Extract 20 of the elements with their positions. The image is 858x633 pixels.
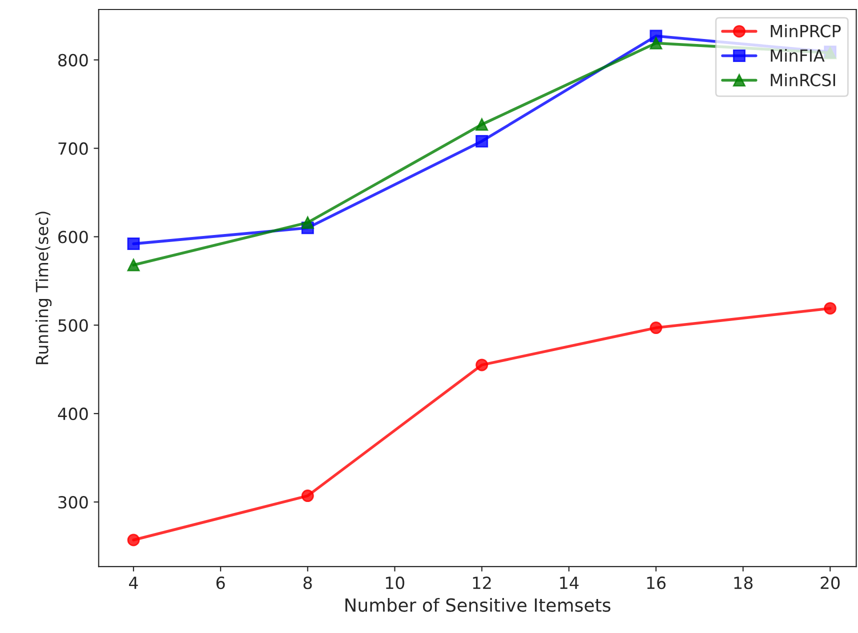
y-axis-title: Running Time(sec) xyxy=(35,212,52,364)
x-tick-label: 18 xyxy=(734,576,753,590)
y-tick-label: 800 xyxy=(58,54,88,66)
y-tick-label: 500 xyxy=(58,319,88,332)
x-tick-label: 16 xyxy=(647,576,666,590)
x-tick-label: 10 xyxy=(386,576,404,590)
y-tick-label: 400 xyxy=(58,408,88,420)
x-axis-title: Number of Sensitive Itemsets xyxy=(345,598,610,612)
x-tick-label: 12 xyxy=(473,576,491,589)
x-tick-label: 4 xyxy=(129,576,138,589)
legend-label: MinFIA xyxy=(770,48,825,62)
legend-label: MinPRCP xyxy=(770,24,841,38)
y-tick-label: 700 xyxy=(58,142,88,155)
x-tick-label: 20 xyxy=(820,576,840,590)
legend-label: MinRCSI xyxy=(770,73,836,86)
y-tick-label: 300 xyxy=(58,496,88,509)
x-tick-label: 14 xyxy=(560,576,579,589)
y-tick-label: 600 xyxy=(58,230,88,244)
x-tick-label: 6 xyxy=(216,576,225,590)
x-tick-label: 8 xyxy=(303,576,312,590)
